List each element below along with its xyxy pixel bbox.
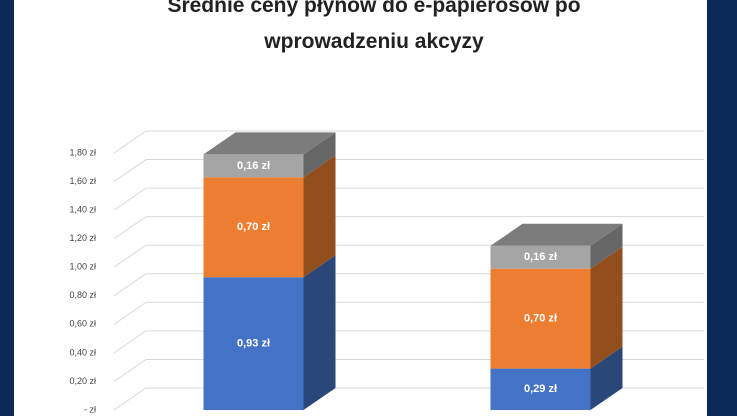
- grid-line: [113, 159, 704, 182]
- grid-line: [113, 216, 704, 240]
- bar-side: [303, 255, 336, 410]
- y-tick-label: - zł: [84, 404, 96, 414]
- value-label: 0,29 zł: [524, 383, 557, 395]
- bar: [203, 277, 304, 410]
- bar: [490, 368, 591, 410]
- value-label: 0,70 zł: [524, 313, 557, 325]
- bar-side: [590, 346, 623, 410]
- grid-line: [113, 130, 704, 154]
- chart: - zł 0,20 zł 0,40 zł 0,60 zł 0,80 zł 1,00 zł 1…: [69, 130, 704, 414]
- chart-panel: Średnie ceny płynów do e-papierosów po w…: [14, 0, 707, 416]
- chart-title: Średnie ceny płynów do e-papierosów po w…: [167, 0, 581, 53]
- grid-line: [113, 187, 704, 211]
- y-tick-label: 0,80 zł: [69, 290, 96, 300]
- bar: [490, 245, 591, 269]
- y-tick-label: 1,80 zł: [69, 147, 96, 157]
- y-tick-label: 1,60 zł: [69, 176, 96, 186]
- bar-side: [590, 246, 623, 369]
- bar-top: [203, 132, 336, 155]
- bar-side: [590, 223, 623, 269]
- y-tick-label: 1,40 zł: [69, 204, 96, 214]
- value-label: 0,93 zł: [237, 338, 270, 350]
- y-tick-label: 1,20 zł: [69, 233, 96, 243]
- value-label: 0,70 zł: [237, 221, 270, 233]
- y-tick-label: 0,60 zł: [69, 319, 96, 329]
- y-tick-label: 0,40 zł: [69, 347, 96, 357]
- bar: [490, 268, 591, 369]
- y-tick-label: 0,20 zł: [69, 376, 96, 386]
- y-tick-label: 1,00 zł: [69, 262, 96, 272]
- bar: [203, 177, 304, 278]
- bar-side: [303, 132, 336, 178]
- bar-side: [303, 155, 336, 278]
- bar-top: [490, 223, 623, 246]
- value-label: 0,16 zł: [524, 251, 557, 263]
- bar: [203, 154, 304, 178]
- value-label: 0,16 zł: [237, 160, 270, 172]
